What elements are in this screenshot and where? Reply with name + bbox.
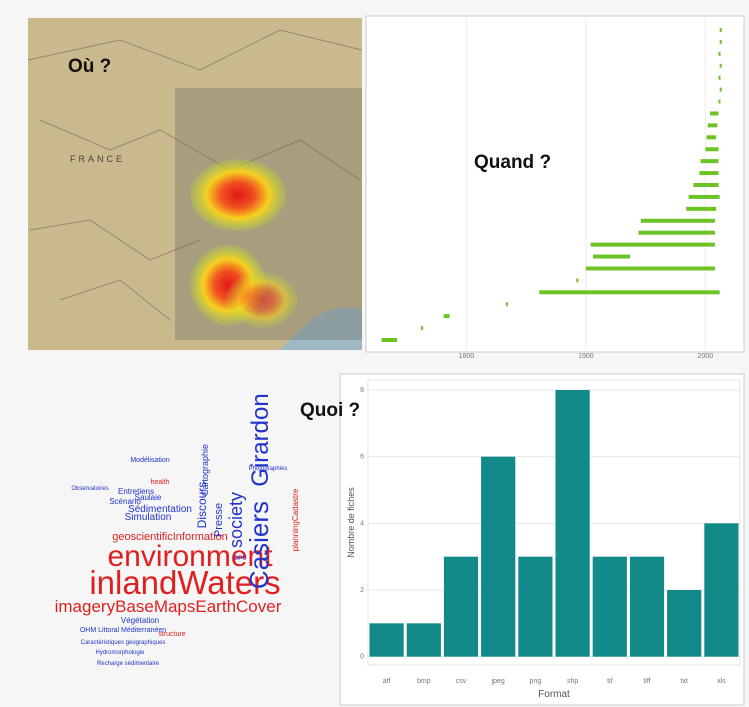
range-bar <box>638 231 714 235</box>
bar <box>407 623 441 656</box>
x-tick-label: jpeg <box>491 678 505 685</box>
map: FRANCE Où ? <box>28 18 362 350</box>
bar <box>593 557 627 657</box>
y-tick-label: 2 <box>360 587 364 594</box>
bar <box>518 557 552 657</box>
range-bar <box>710 111 718 115</box>
word: GPS <box>234 556 247 562</box>
bar <box>667 590 701 657</box>
word: society <box>226 492 246 548</box>
bar <box>444 557 478 657</box>
bar <box>481 457 515 657</box>
word: Presse <box>213 503 225 537</box>
word-cloud: environmentinlandWatersimageryBaseMapsEa… <box>55 393 300 667</box>
page: FRANCE Où ? 1800 1900 2000 Quand ? environ… <box>0 0 749 707</box>
range-bar <box>686 207 716 211</box>
word: health <box>150 479 169 486</box>
word: Recharge sédimentaire <box>97 661 160 667</box>
word: Casiers <box>244 501 274 589</box>
range-bar <box>720 28 722 32</box>
x-tick-label: shp <box>567 678 578 685</box>
word: Modélisation <box>130 457 169 464</box>
y-axis-title: Nombre de fiches <box>346 487 356 558</box>
x-tick-label: png <box>530 678 542 685</box>
range-bar <box>689 195 720 199</box>
y-tick-label: 4 <box>360 520 364 527</box>
bar <box>555 390 589 657</box>
word: Girardon <box>247 393 274 486</box>
range-bar <box>701 159 719 163</box>
range-bar <box>586 266 715 270</box>
word: Saulaie <box>135 493 162 502</box>
word: OHM Littoral Méditerranéen <box>80 627 166 634</box>
word: imageryBaseMapsEarthCover <box>55 597 282 616</box>
word: Photographies <box>249 466 288 472</box>
word: geoscientificInformation <box>112 531 228 543</box>
annotation: Quoi ? <box>300 400 360 421</box>
bar <box>704 523 738 656</box>
y-tick-label: 6 <box>360 454 364 461</box>
word: Hydromorphologie <box>95 650 145 656</box>
range-bar <box>506 302 508 306</box>
x-tick-label: tiff <box>643 678 650 685</box>
range-bar <box>444 314 450 318</box>
word: Simulation <box>125 512 172 523</box>
range-bar <box>699 171 718 175</box>
range-bar <box>641 219 715 223</box>
range-bar <box>718 100 720 104</box>
x-tick-label: 1800 <box>459 353 475 360</box>
bar-chart: 0 2 4 6 8 atf bmp csv jpeg png shp tif tiff txt xls For… <box>346 380 740 700</box>
x-tick-label: 1900 <box>578 353 594 360</box>
y-tick-label: 0 <box>360 654 364 661</box>
word: Observatoires <box>71 486 108 492</box>
range-bar <box>718 52 720 56</box>
x-tick-label: 2000 <box>698 353 714 360</box>
figure: FRANCE Où ? 1800 1900 2000 Quand ? environ… <box>0 0 749 707</box>
range-bar <box>720 88 722 92</box>
annotation: Où ? <box>68 56 111 77</box>
range-bar <box>421 326 423 330</box>
range-bar <box>593 255 630 259</box>
y-tick-label: 8 <box>360 387 364 394</box>
x-tick-label: tif <box>607 678 613 685</box>
range-bar <box>707 135 717 139</box>
x-tick-label: txt <box>681 678 688 685</box>
range-bar <box>382 338 398 342</box>
word: Caractéristiques géographiques <box>81 640 166 646</box>
range-bar <box>591 243 715 247</box>
bar <box>630 557 664 657</box>
x-axis-title: Format <box>538 689 570 700</box>
x-tick-label: csv <box>456 678 467 685</box>
map-label: FRANCE <box>70 154 125 164</box>
x-tick-label: atf <box>383 678 391 685</box>
range-bar <box>718 76 720 80</box>
range-bar <box>705 147 718 151</box>
x-tick-label: bmp <box>417 678 431 685</box>
annotation: Quand ? <box>474 152 551 173</box>
range-bar <box>720 64 722 68</box>
range-bar <box>720 40 722 44</box>
x-tick-label: xls <box>717 678 726 685</box>
range-bar <box>576 278 578 282</box>
bar <box>369 623 403 656</box>
word: Végétation <box>121 616 159 625</box>
range-bar <box>693 183 718 187</box>
word: planningCadastre <box>291 488 300 551</box>
range-bar <box>539 290 719 294</box>
range-bar <box>708 123 718 127</box>
word: Cartographie <box>200 444 210 496</box>
